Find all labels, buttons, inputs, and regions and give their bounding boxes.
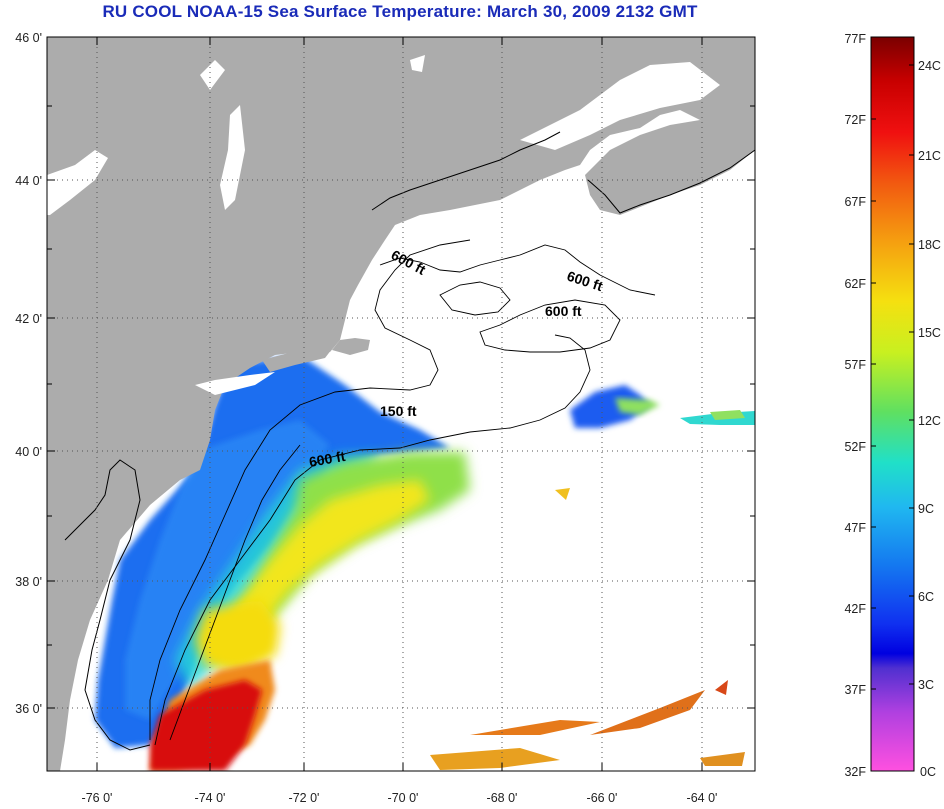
colorbar-label-c: 9C bbox=[918, 502, 934, 516]
lat-label: 44 0' bbox=[15, 174, 42, 188]
lat-label: 42 0' bbox=[15, 312, 42, 326]
sst-map: 600 ft 600 ft 600 ft 150 ft 600 ft bbox=[15, 31, 756, 805]
colorbar-label-c: 6C bbox=[918, 590, 934, 604]
colorbar-fahrenheit-labels: 77F 72F 67F 62F 57F 52F 47F 42F 37F 32F bbox=[844, 32, 866, 779]
contour-label: 600 ft bbox=[545, 303, 582, 319]
colorbar-label-c: 21C bbox=[918, 149, 941, 163]
colorbar-label-f: 52F bbox=[844, 440, 866, 454]
colorbar-ticks bbox=[871, 64, 914, 690]
colorbar-label-c: 12C bbox=[918, 414, 941, 428]
sst-warm-fragment bbox=[715, 680, 728, 695]
lon-label: -74 0' bbox=[195, 791, 226, 805]
graticule bbox=[47, 37, 755, 771]
lon-label: -66 0' bbox=[587, 791, 618, 805]
colorbar-label-c: 3C bbox=[918, 678, 934, 692]
sst-offshore-patch-warm bbox=[615, 398, 660, 415]
sst-warm-fragment bbox=[430, 748, 560, 770]
lon-label: -64 0' bbox=[687, 791, 718, 805]
temperature-colorbar: 77F 72F 67F 62F 57F 52F 47F 42F 37F 32F … bbox=[844, 32, 941, 779]
colorbar-label-c: 15C bbox=[918, 326, 941, 340]
contour-georges bbox=[479, 299, 621, 353]
coastline-delmarva bbox=[64, 459, 151, 751]
lake bbox=[220, 105, 245, 210]
lake bbox=[195, 372, 275, 395]
contour-600ft-shelf bbox=[154, 334, 591, 746]
colorbar-label-c: 0C bbox=[920, 765, 936, 779]
lat-label: 40 0' bbox=[15, 445, 42, 459]
sst-offshore-strip bbox=[710, 410, 745, 420]
sst-cold-band-2 bbox=[125, 420, 330, 720]
lat-label: 36 0' bbox=[15, 702, 42, 716]
contour-label: 600 ft bbox=[308, 448, 347, 470]
colorbar-label-f: 57F bbox=[844, 358, 866, 372]
land-long-island bbox=[262, 345, 335, 372]
lon-label: -70 0' bbox=[388, 791, 419, 805]
lon-label: -72 0' bbox=[289, 791, 320, 805]
colorbar-label-f: 42F bbox=[844, 602, 866, 616]
land-cape-cod bbox=[332, 338, 370, 355]
lake bbox=[47, 150, 108, 215]
contour-label: 150 ft bbox=[380, 403, 417, 419]
colorbar-label-f: 47F bbox=[844, 521, 866, 535]
lake bbox=[410, 55, 425, 72]
lake bbox=[520, 62, 720, 150]
colorbar-celsius-labels: 24C 21C 18C 15C 12C 9C 6C 3C 0C bbox=[918, 59, 941, 779]
coastline-maine bbox=[371, 131, 561, 211]
colorbar-label-f: 62F bbox=[844, 277, 866, 291]
lat-label: 46 0' bbox=[15, 31, 42, 45]
colorbar-label-f: 32F bbox=[844, 765, 866, 779]
sst-gulf-stream bbox=[150, 680, 262, 771]
colorbar-label-c: 18C bbox=[918, 238, 941, 252]
colorbar-gradient bbox=[870, 36, 915, 772]
lon-label: -68 0' bbox=[487, 791, 518, 805]
sst-field bbox=[95, 355, 755, 771]
bathymetry-contours bbox=[149, 239, 656, 746]
sst-warm-fragment bbox=[555, 488, 570, 500]
lake bbox=[200, 60, 225, 90]
contour-jordan-basin bbox=[439, 281, 511, 316]
land-continent bbox=[47, 37, 755, 771]
map-title: RU COOL NOAA-15 Sea Surface Temperature:… bbox=[102, 2, 698, 21]
tick-marks bbox=[47, 36, 755, 771]
sst-warm-fragment bbox=[590, 690, 705, 735]
lakes bbox=[47, 55, 720, 395]
land-nova-scotia bbox=[585, 120, 755, 215]
colorbar-label-f: 72F bbox=[844, 113, 866, 127]
latitude-labels: 46 0' 44 0' 42 0' 40 0' 38 0' 36 0' bbox=[15, 31, 42, 716]
sst-warm-fragment bbox=[700, 752, 745, 766]
coastline bbox=[64, 131, 755, 751]
colorbar-label-c: 24C bbox=[918, 59, 941, 73]
colorbar-label-f: 67F bbox=[844, 195, 866, 209]
map-frame bbox=[46, 36, 756, 772]
lon-label: -76 0' bbox=[82, 791, 113, 805]
coastline-nova-scotia bbox=[587, 149, 755, 214]
colorbar-label-f: 37F bbox=[844, 683, 866, 697]
land bbox=[47, 37, 755, 771]
contour-inner bbox=[169, 444, 301, 741]
sst-warm-fragment bbox=[470, 720, 600, 735]
contour-gulf-of-maine bbox=[379, 244, 656, 296]
sst-offshore-patch bbox=[570, 385, 650, 428]
colorbar-label-f: 77F bbox=[844, 32, 866, 46]
longitude-labels: -76 0' -74 0' -72 0' -70 0' -68 0' -66 0… bbox=[82, 791, 718, 805]
contour-150ft bbox=[149, 239, 471, 740]
lat-label: 38 0' bbox=[15, 575, 42, 589]
